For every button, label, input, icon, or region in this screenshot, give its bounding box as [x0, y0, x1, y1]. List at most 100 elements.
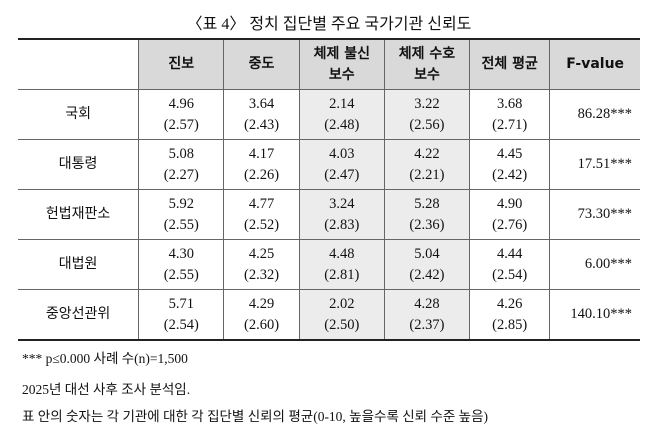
note: 2025년 대선 사후 조사 분석임. [22, 382, 191, 397]
mean: 4.30 [168, 245, 194, 262]
mean: 4.26 [496, 295, 523, 312]
std-dev: (2.57) [163, 116, 199, 133]
mean: 4.17 [248, 145, 275, 162]
f-value: 73.30*** [549, 189, 640, 240]
table-row: 중앙선관위 5.71 (2.54) 4.29 (2.60) 2.02 (2.50) 4.28 (… [18, 289, 640, 341]
note: *** p≤0.000 사례 수(n)=1,500 [22, 351, 188, 366]
header-line: 체제 불신 [313, 45, 370, 62]
column-header: F-value [549, 38, 640, 90]
std-dev: (2.32) [244, 266, 280, 283]
mean: 4.22 [414, 145, 440, 162]
header-line: 보수 [328, 66, 355, 83]
mean: 5.28 [414, 195, 440, 212]
std-dev: (2.47) [324, 166, 360, 183]
value-cell: 4.25 (2.32) [223, 239, 300, 290]
row-label: 헌법재판소 [18, 189, 140, 240]
row-label: 대통령 [18, 139, 140, 190]
table-row: 대법원 4.30 (2.55) 4.25 (2.32) 4.48 (2.81) 5.04 (2.… [18, 239, 640, 290]
mean: 4.03 [329, 145, 355, 162]
std-dev: (2.85) [492, 316, 528, 333]
value-cell: 5.08 (2.27) [138, 139, 225, 190]
column-header: 중도 [223, 38, 300, 90]
value-cell: 4.17 (2.26) [223, 139, 300, 190]
value-cell: 4.90 (2.76) [469, 189, 551, 240]
row-label: 국회 [18, 89, 140, 140]
mean: 5.04 [414, 245, 440, 262]
mean: 4.44 [496, 245, 523, 262]
column-header: 전체 평균 [469, 38, 551, 90]
notes: *** p≤0.000 사례 수(n)=1,500 2025년 대선 사후 조사 … [22, 345, 488, 429]
std-dev: (2.27) [163, 166, 199, 183]
std-dev: (2.37) [409, 316, 445, 333]
mean: 5.08 [168, 145, 194, 162]
std-dev: (2.21) [409, 166, 445, 183]
value-cell: 4.22 (2.21) [383, 139, 471, 190]
mean: 4.96 [168, 95, 194, 112]
value-cell: 2.02 (2.50) [298, 289, 385, 341]
mean: 4.28 [414, 295, 440, 312]
f-value: 6.00*** [549, 239, 640, 290]
value-cell: 4.96 (2.57) [138, 89, 225, 140]
value-cell: 5.04 (2.42) [383, 239, 471, 290]
f-value: 86.28*** [549, 89, 640, 140]
column-header: 진보 [138, 38, 225, 90]
value-cell: 3.24 (2.83) [298, 189, 385, 240]
value-cell: 4.28 (2.37) [383, 289, 471, 341]
mean: 4.90 [496, 195, 523, 212]
value-cell: 4.26 (2.85) [469, 289, 551, 341]
std-dev: (2.50) [324, 316, 360, 333]
table-title: 〈표 4〉 정치 집단별 주요 국가기관 신뢰도 [186, 16, 472, 33]
mean: 5.71 [168, 295, 194, 312]
value-cell: 4.77 (2.52) [223, 189, 300, 240]
std-dev: (2.36) [409, 216, 445, 233]
table-row: 국회 4.96 (2.57) 3.64 (2.43) 2.14 (2.48) 3.22 (2.5… [18, 89, 640, 140]
header-row: 진보 중도 체제 불신 보수 체제 수호 보수 전체 평균 F-value [18, 38, 640, 90]
std-dev: (2.52) [244, 216, 280, 233]
value-cell: 5.92 (2.55) [138, 189, 225, 240]
std-dev: (2.55) [163, 266, 199, 283]
value-cell: 4.03 (2.47) [298, 139, 385, 190]
value-cell: 4.45 (2.42) [469, 139, 551, 190]
row-label: 중앙선관위 [18, 289, 140, 341]
table-row: 대통령 5.08 (2.27) 4.17 (2.26) 4.03 (2.47) 4.22 (2.… [18, 139, 640, 190]
value-cell: 4.29 (2.60) [223, 289, 300, 341]
column-header: 체제 수호 보수 [383, 38, 471, 90]
std-dev: (2.48) [324, 116, 360, 133]
mean: 2.14 [329, 95, 355, 112]
std-dev: (2.42) [409, 266, 445, 283]
header-line: 체제 수호 [398, 45, 456, 62]
std-dev: (2.81) [324, 266, 360, 283]
value-cell: 5.71 (2.54) [138, 289, 225, 341]
std-dev: (2.54) [492, 266, 528, 283]
std-dev: (2.42) [492, 166, 528, 183]
header-line: 중도 [248, 56, 275, 72]
mean: 3.64 [248, 95, 275, 112]
value-cell: 3.22 (2.56) [383, 89, 471, 140]
f-value: 140.10*** [549, 289, 640, 341]
mean: 4.48 [329, 245, 355, 262]
mean: 4.25 [248, 245, 275, 262]
mean: 4.77 [248, 195, 275, 212]
std-dev: (2.83) [324, 216, 360, 233]
header-line: F-value [566, 56, 625, 72]
std-dev: (2.26) [244, 166, 280, 183]
std-dev: (2.54) [163, 316, 199, 333]
table-row: 헌법재판소 5.92 (2.55) 4.77 (2.52) 3.24 (2.83) 5.28 (… [18, 189, 640, 240]
std-dev: (2.43) [244, 116, 280, 133]
mean: 4.29 [248, 295, 275, 312]
mean: 3.22 [414, 95, 440, 112]
value-cell: 4.48 (2.81) [298, 239, 385, 290]
value-cell: 4.44 (2.54) [469, 239, 551, 290]
value-cell: 4.30 (2.55) [138, 239, 225, 290]
value-cell: 5.28 (2.36) [383, 189, 471, 240]
std-dev: (2.55) [163, 216, 199, 233]
std-dev: (2.56) [409, 116, 445, 133]
mean: 3.68 [496, 95, 523, 112]
std-dev: (2.71) [492, 116, 528, 133]
mean: 3.24 [329, 195, 355, 212]
header-line: 전체 평균 [481, 56, 538, 72]
row-label: 대법원 [18, 239, 140, 290]
mean: 2.02 [329, 295, 355, 312]
